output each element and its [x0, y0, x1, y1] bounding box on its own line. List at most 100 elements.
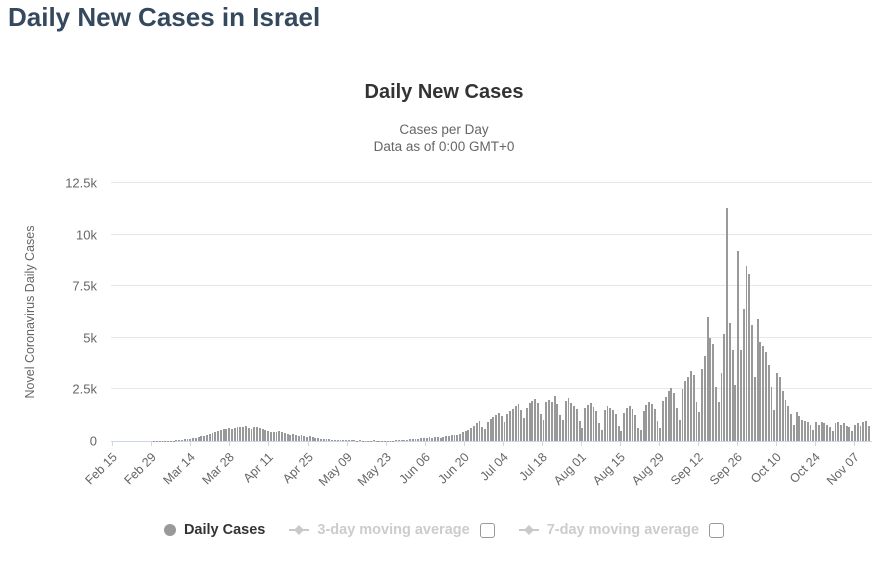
bar	[681, 183, 684, 441]
bar	[336, 183, 339, 441]
x-axis-labels: Feb 15 Feb 29 Mar 14 Mar 28 Apr 11 Apr 25 May …	[83, 441, 872, 516]
bar	[300, 183, 303, 441]
bar	[439, 183, 442, 441]
bar	[361, 183, 364, 441]
x-tick	[112, 441, 114, 446]
bar	[748, 183, 751, 441]
bar	[370, 183, 373, 441]
bar	[751, 183, 754, 441]
diamond-line-marker-icon	[289, 525, 310, 535]
bar	[559, 183, 562, 441]
bar	[842, 183, 845, 441]
bar	[562, 183, 565, 441]
x-tick-label: Sep 26	[706, 450, 745, 488]
bar	[247, 183, 250, 441]
7day-avg-checkbox[interactable]	[709, 522, 725, 538]
bar	[258, 183, 261, 441]
x-tick	[385, 441, 387, 446]
x-axis-ticks	[111, 183, 872, 446]
bar	[459, 183, 462, 441]
bar	[456, 183, 459, 441]
bar	[161, 183, 164, 441]
bar	[470, 183, 473, 441]
bar	[242, 183, 245, 441]
bar	[862, 183, 865, 441]
legend-group-3day-avg: 3-day moving average	[289, 522, 495, 538]
bar	[806, 183, 809, 441]
legend-label-3day-avg: 3-day moving average	[317, 522, 470, 538]
bar	[762, 183, 765, 441]
bar	[776, 183, 779, 441]
x-tick	[658, 441, 660, 446]
bar	[575, 183, 578, 441]
bar	[211, 183, 214, 441]
bar	[851, 183, 854, 441]
bar	[584, 183, 587, 441]
bar	[286, 183, 289, 441]
circle-marker-icon	[163, 524, 176, 536]
bar	[840, 183, 843, 441]
bar	[169, 183, 172, 441]
bar	[397, 183, 400, 441]
bar	[434, 183, 437, 441]
gridlines	[111, 182, 872, 441]
bar	[742, 183, 745, 441]
x-tick	[502, 441, 504, 446]
bar	[256, 183, 259, 441]
bar	[167, 183, 170, 441]
gridline	[111, 336, 872, 338]
x-tick	[424, 441, 426, 446]
bar	[281, 183, 284, 441]
bar	[153, 183, 156, 441]
bar	[592, 183, 595, 441]
bar	[662, 183, 665, 441]
bar	[214, 183, 217, 441]
bar	[142, 183, 145, 441]
bar	[409, 183, 412, 441]
bar	[333, 183, 337, 441]
bar	[144, 183, 147, 441]
legend-item-daily-cases[interactable]: Daily Cases	[163, 522, 265, 538]
legend-item-7day-avg[interactable]: 7-day moving average	[518, 522, 699, 538]
bar	[272, 183, 275, 441]
bar	[817, 183, 820, 441]
bar	[787, 183, 790, 441]
bar	[778, 183, 782, 441]
bar	[651, 183, 654, 441]
bar	[659, 183, 662, 441]
bar	[678, 183, 681, 441]
bar	[392, 183, 395, 441]
y-tick-label: 5k	[83, 330, 97, 346]
x-tick-label: May 09	[315, 450, 355, 489]
bar	[689, 183, 693, 441]
bar	[417, 183, 420, 441]
bar	[556, 183, 559, 441]
bar	[292, 183, 295, 441]
bar	[784, 183, 787, 441]
bar	[308, 183, 311, 441]
x-tick	[229, 441, 231, 446]
bar	[703, 183, 706, 441]
3day-avg-checkbox[interactable]	[479, 522, 495, 538]
bar	[756, 183, 759, 441]
bar	[648, 183, 651, 441]
bar	[200, 183, 203, 441]
bar	[347, 183, 350, 441]
y-tick-label: 0	[89, 433, 97, 449]
bar	[158, 183, 161, 441]
x-tick-label: Oct 24	[786, 450, 823, 486]
bar	[795, 183, 798, 441]
bar	[484, 183, 487, 441]
bar	[311, 183, 314, 441]
bars-layer[interactable]	[111, 183, 872, 441]
bar	[411, 183, 414, 441]
bar	[503, 183, 506, 441]
bar	[834, 183, 837, 441]
bar	[534, 183, 537, 441]
bar	[620, 183, 623, 441]
bar	[673, 183, 676, 441]
bar	[450, 183, 453, 441]
bar	[609, 183, 612, 441]
legend-item-3day-avg[interactable]: 3-day moving average	[289, 522, 470, 538]
bar	[589, 183, 592, 441]
